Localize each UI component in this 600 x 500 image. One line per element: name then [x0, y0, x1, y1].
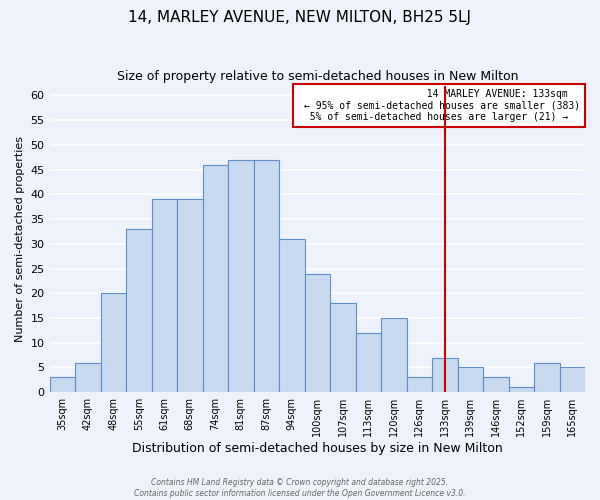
Text: 14, MARLEY AVENUE, NEW MILTON, BH25 5LJ: 14, MARLEY AVENUE, NEW MILTON, BH25 5LJ	[128, 10, 472, 25]
Bar	[228, 160, 254, 392]
Bar	[534, 362, 560, 392]
Bar	[101, 294, 126, 392]
Bar	[483, 378, 509, 392]
Y-axis label: Number of semi-detached properties: Number of semi-detached properties	[15, 136, 25, 342]
Bar	[432, 358, 458, 392]
Bar	[254, 160, 279, 392]
Bar	[407, 378, 432, 392]
Bar	[75, 362, 101, 392]
Bar	[203, 164, 228, 392]
Bar	[152, 200, 177, 392]
X-axis label: Distribution of semi-detached houses by size in New Milton: Distribution of semi-detached houses by …	[132, 442, 503, 455]
Bar	[279, 239, 305, 392]
Bar	[458, 368, 483, 392]
Text: Contains HM Land Registry data © Crown copyright and database right 2025.
Contai: Contains HM Land Registry data © Crown c…	[134, 478, 466, 498]
Bar	[305, 274, 330, 392]
Bar	[381, 318, 407, 392]
Text: 14 MARLEY AVENUE: 133sqm  
← 95% of semi-detached houses are smaller (383)
  5% : 14 MARLEY AVENUE: 133sqm ← 95% of semi-d…	[298, 88, 580, 122]
Bar	[560, 368, 585, 392]
Bar	[330, 303, 356, 392]
Title: Size of property relative to semi-detached houses in New Milton: Size of property relative to semi-detach…	[116, 70, 518, 83]
Bar	[509, 388, 534, 392]
Bar	[126, 229, 152, 392]
Bar	[177, 200, 203, 392]
Bar	[50, 378, 75, 392]
Bar	[356, 333, 381, 392]
